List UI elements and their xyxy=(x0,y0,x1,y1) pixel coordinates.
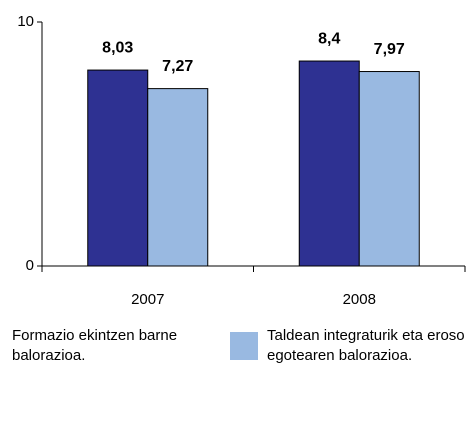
y-tick-label: 0 xyxy=(26,257,34,274)
y-tick-label: 10 xyxy=(17,13,34,30)
legend-label: Formazio ekintzen barne balorazioa. xyxy=(12,327,178,364)
value-label: 7,97 xyxy=(374,41,405,58)
bar xyxy=(298,60,360,267)
legend-swatch xyxy=(230,332,258,360)
bar xyxy=(358,71,420,267)
bar xyxy=(147,88,209,267)
value-label: 8,03 xyxy=(102,39,133,56)
bar xyxy=(87,69,149,267)
legend-label: Taldean integraturik eta eroso egotearen… xyxy=(267,327,465,364)
x-tick-label: 2008 xyxy=(343,291,376,308)
x-tick-label: 2007 xyxy=(131,291,164,308)
value-label: 7,27 xyxy=(162,58,193,75)
value-label: 8,4 xyxy=(318,30,340,47)
